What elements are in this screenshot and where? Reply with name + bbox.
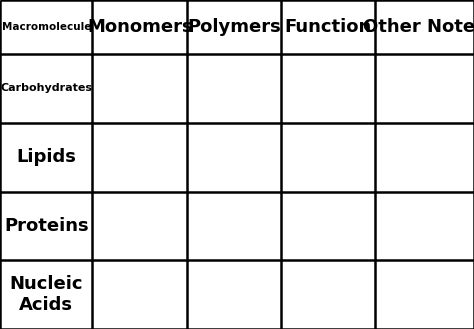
Text: Function: Function: [284, 18, 372, 36]
Text: Nucleic
Acids: Nucleic Acids: [9, 275, 83, 314]
Text: Other Notes: Other Notes: [364, 18, 474, 36]
Text: Carbohydrates: Carbohydrates: [0, 83, 92, 93]
Text: Macromolecule: Macromolecule: [1, 22, 91, 32]
Text: Proteins: Proteins: [4, 217, 89, 235]
Text: Lipids: Lipids: [16, 148, 76, 166]
Text: Monomers: Monomers: [87, 18, 192, 36]
Text: Polymers: Polymers: [187, 18, 281, 36]
